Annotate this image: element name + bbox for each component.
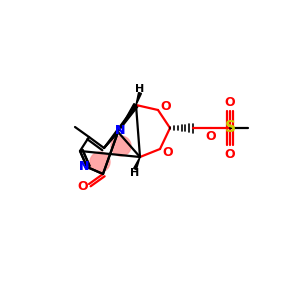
Text: N: N <box>115 124 125 137</box>
Text: N: N <box>79 160 89 173</box>
Text: O: O <box>225 148 235 160</box>
Polygon shape <box>118 103 138 132</box>
Text: H: H <box>135 84 145 94</box>
Text: S: S <box>224 121 236 136</box>
Polygon shape <box>136 92 141 105</box>
Circle shape <box>90 152 110 172</box>
Text: O: O <box>206 130 216 142</box>
Text: O: O <box>78 181 88 194</box>
Text: N: N <box>115 124 125 137</box>
Text: O: O <box>225 95 235 109</box>
Text: N: N <box>79 160 89 173</box>
Text: O: O <box>163 146 173 158</box>
Text: H: H <box>130 168 140 178</box>
Circle shape <box>111 136 131 156</box>
Text: O: O <box>161 100 171 112</box>
Polygon shape <box>134 157 140 169</box>
